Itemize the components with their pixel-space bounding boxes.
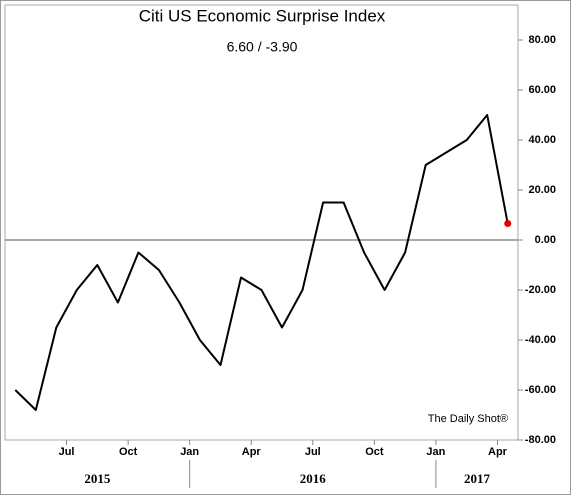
x-tick-label: Jul bbox=[305, 446, 321, 458]
x-tick-label: Apr bbox=[242, 446, 262, 458]
year-label: 2015 bbox=[84, 471, 111, 486]
end-marker bbox=[504, 220, 512, 227]
subtitle: 6.60 / -3.90 bbox=[227, 39, 298, 55]
x-tick-label: Jan bbox=[180, 446, 199, 458]
y-tick-label: -80.00 bbox=[525, 434, 556, 446]
x-tick-label: Oct bbox=[365, 446, 384, 458]
y-tick-label: -60.00 bbox=[525, 384, 556, 396]
x-tick-label: Oct bbox=[119, 446, 138, 458]
plot-frame bbox=[4, 4, 519, 441]
year-label: 2017 bbox=[464, 471, 491, 486]
y-tick-label: 40.00 bbox=[528, 134, 556, 146]
y-tick-label: 80.00 bbox=[528, 34, 556, 46]
x-tick-label: Jul bbox=[59, 446, 75, 458]
annotation: The Daily Shot® bbox=[428, 413, 508, 425]
y-tick-label: 60.00 bbox=[528, 84, 556, 96]
x-tick-label: Jan bbox=[426, 446, 445, 458]
x-tick-label: Apr bbox=[488, 446, 508, 458]
y-tick-label: -40.00 bbox=[525, 334, 556, 346]
y-tick-label: -20.00 bbox=[525, 284, 556, 296]
data-line bbox=[14, 114, 509, 411]
chart-title: Citi US Economic Surprise Index bbox=[139, 6, 386, 25]
y-tick-label: 0.00 bbox=[535, 234, 556, 246]
y-tick-label: 20.00 bbox=[528, 184, 556, 196]
year-label: 2016 bbox=[300, 471, 327, 486]
